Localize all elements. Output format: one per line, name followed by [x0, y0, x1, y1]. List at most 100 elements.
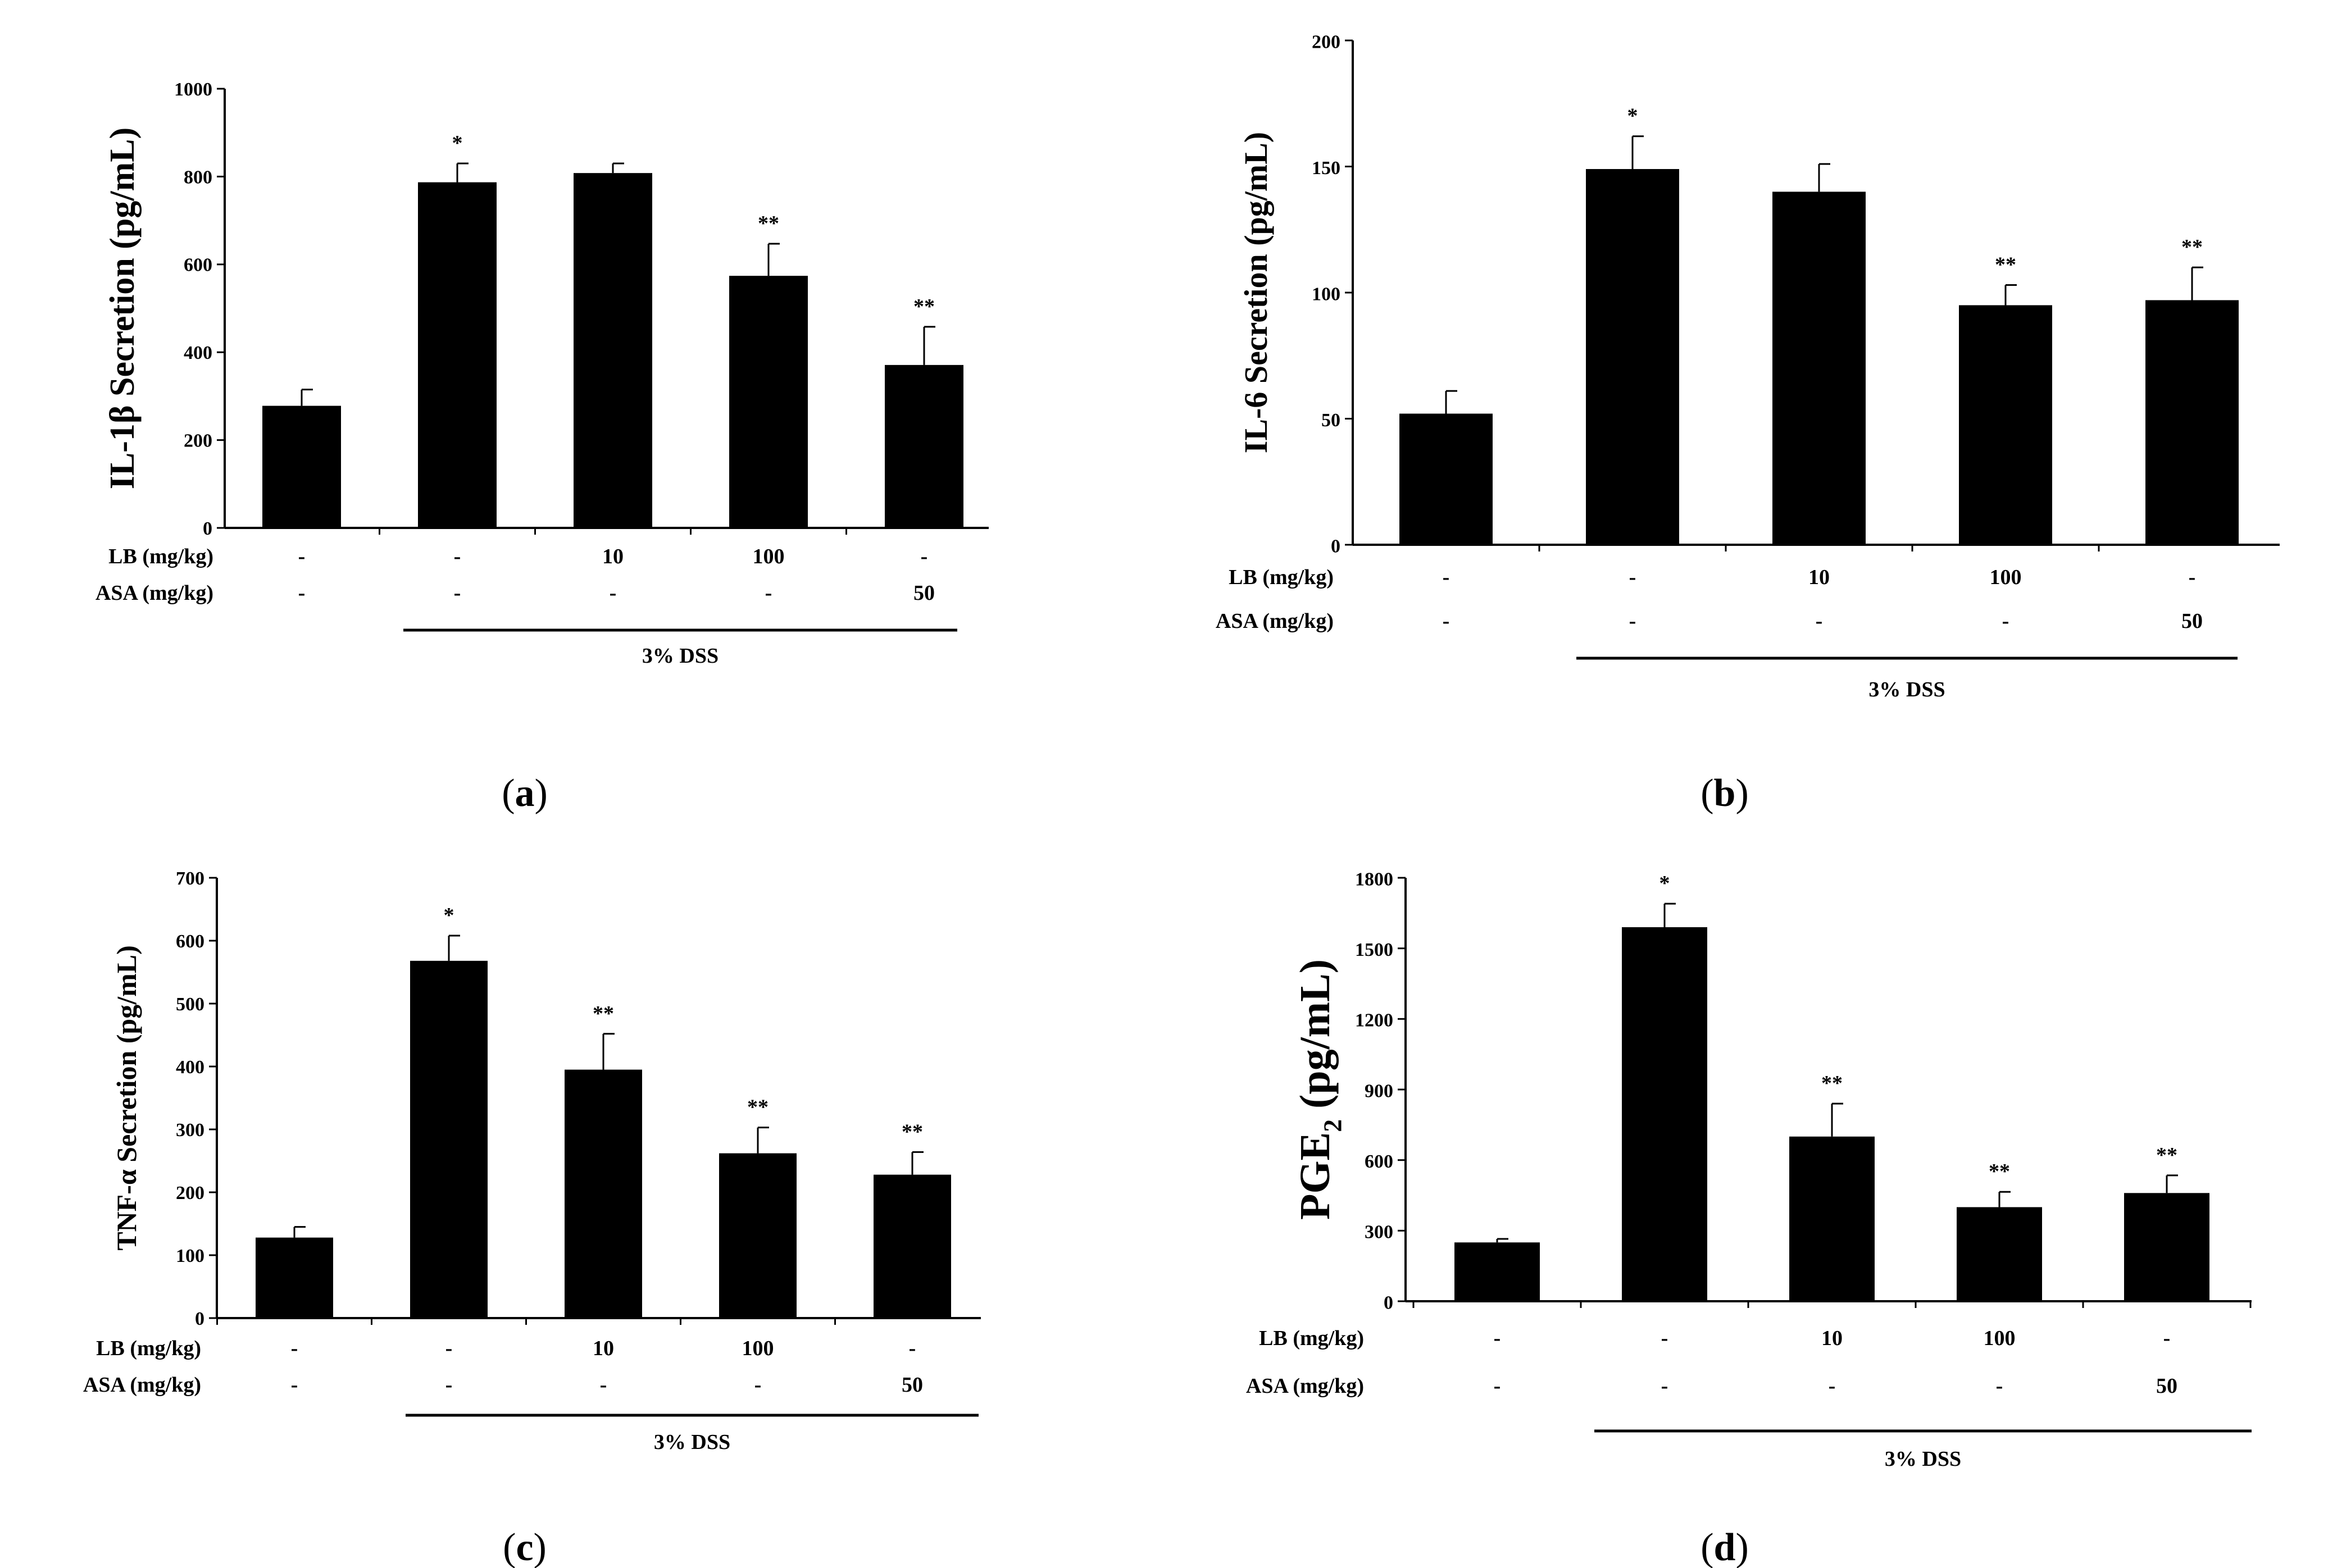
treatment-value: - [1996, 1374, 2003, 1398]
y-tick-label: 400 [184, 343, 212, 363]
panel-caption-letter: b [1714, 772, 1736, 815]
significance-label: ** [747, 1096, 769, 1119]
bar [574, 173, 652, 528]
group-label: 3% DSS [1885, 1447, 1961, 1471]
bar [1772, 192, 1866, 545]
treatment-value: 50 [902, 1373, 923, 1397]
panel-caption-paren: ) [1735, 772, 1748, 815]
panel-caption-paren: ) [1735, 1526, 1748, 1568]
panel-caption: (d) [1700, 1526, 1749, 1568]
treatment-value: 100 [753, 545, 785, 568]
treatment-value: - [2189, 566, 2196, 589]
bar [1586, 168, 1679, 545]
treatment-row-label: LB (mg/kg) [1229, 566, 1334, 589]
significance-label: ** [1821, 1072, 1843, 1095]
treatment-value: - [445, 1337, 453, 1360]
treatment-row-label: ASA (mg/kg) [96, 581, 213, 605]
treatment-value: 100 [1984, 1327, 2016, 1350]
significance-label: * [1627, 104, 1638, 128]
treatment-value: 50 [2156, 1374, 2177, 1398]
group-label: 3% DSS [654, 1430, 730, 1454]
y-tick-label: 600 [184, 255, 212, 276]
bar [885, 364, 963, 528]
y-tick-label: 100 [1312, 284, 1340, 304]
panel-caption: (b) [1700, 772, 1749, 815]
group-label: 3% DSS [1868, 678, 1945, 701]
y-tick-label: 300 [1365, 1222, 1393, 1243]
y-axis-title-subscript: 2 [1318, 1119, 1347, 1132]
significance-label: ** [1995, 253, 2016, 277]
y-tick-label: 700 [176, 868, 204, 889]
treatment-value: 100 [742, 1337, 774, 1360]
treatment-value: 50 [913, 581, 935, 605]
treatment-value: 100 [1990, 566, 2022, 589]
significance-label: ** [593, 1002, 614, 1025]
significance-label: * [1659, 872, 1670, 895]
y-tick-label: 1500 [1355, 940, 1393, 960]
treatment-value: - [298, 581, 306, 605]
significance-label: ** [1989, 1160, 2010, 1183]
bar [1959, 305, 2052, 545]
treatment-value: - [921, 545, 928, 568]
treatment-value: - [1494, 1327, 1501, 1350]
y-tick-label: 200 [1312, 31, 1340, 52]
treatment-value: 10 [602, 545, 624, 568]
bar [1622, 927, 1707, 1301]
bar [729, 276, 808, 528]
treatment-value: - [1629, 566, 1636, 589]
y-tick-label: 100 [176, 1246, 204, 1266]
y-tick-label: 0 [195, 1309, 204, 1329]
treatment-value: - [298, 545, 306, 568]
treatment-row-label: LB (mg/kg) [1259, 1327, 1364, 1350]
y-tick-label: 150 [1312, 158, 1340, 179]
y-tick-label: 1800 [1355, 869, 1393, 890]
y-tick-label: 200 [184, 431, 212, 452]
bar [874, 1174, 951, 1318]
y-axis-title-main: PGE [1292, 1132, 1339, 1220]
treatment-value: - [291, 1373, 298, 1397]
y-tick-label: 500 [176, 994, 204, 1015]
significance-label: ** [913, 295, 935, 318]
panel-caption: (a) [502, 772, 548, 815]
treatment-value: - [454, 545, 461, 568]
treatment-value: - [291, 1337, 298, 1360]
treatment-value: - [1661, 1327, 1668, 1350]
y-axis-title: IL-1β Secretion (pg/mL) [103, 127, 142, 490]
bar [2124, 1193, 2209, 1301]
treatment-value: - [2002, 609, 2009, 633]
y-axis-title: TNF-α Secretion (pg/mL) [111, 945, 142, 1251]
panel-caption-paren: ( [503, 1526, 516, 1568]
panel-caption-paren: ( [1700, 772, 1713, 815]
y-tick-label: 600 [1365, 1151, 1393, 1172]
treatment-value: - [2163, 1327, 2171, 1350]
treatment-value: - [754, 1373, 762, 1397]
y-tick-label: 0 [203, 518, 212, 539]
treatment-row-label: ASA (mg/kg) [83, 1373, 201, 1397]
treatment-value: - [610, 581, 617, 605]
significance-label: * [444, 904, 454, 927]
y-axis-title: IL-6 Secretion (pg/mL) [1238, 132, 1274, 453]
bar [418, 182, 497, 528]
y-tick-label: 400 [176, 1057, 204, 1078]
y-axis-title: PGE2 (pg/mL) [1292, 959, 1347, 1220]
panel-caption-paren: ) [535, 772, 548, 815]
panel-caption-letter: d [1714, 1526, 1736, 1568]
y-tick-label: 800 [184, 167, 212, 188]
y-tick-label: 1200 [1355, 1010, 1393, 1031]
y-tick-label: 200 [176, 1183, 204, 1204]
treatment-value: - [454, 581, 461, 605]
significance-label: ** [2156, 1143, 2177, 1167]
group-label: 3% DSS [642, 644, 719, 668]
treatment-row-label: LB (mg/kg) [96, 1337, 201, 1360]
y-tick-label: 900 [1365, 1081, 1393, 1101]
panel-caption-letter: a [515, 772, 535, 815]
treatment-value: - [1494, 1374, 1501, 1398]
bar [719, 1153, 797, 1318]
panel-caption: (c) [503, 1526, 547, 1568]
bar [256, 1237, 333, 1318]
panel-caption-paren: ) [534, 1526, 547, 1568]
treatment-value: 10 [1821, 1327, 1843, 1350]
